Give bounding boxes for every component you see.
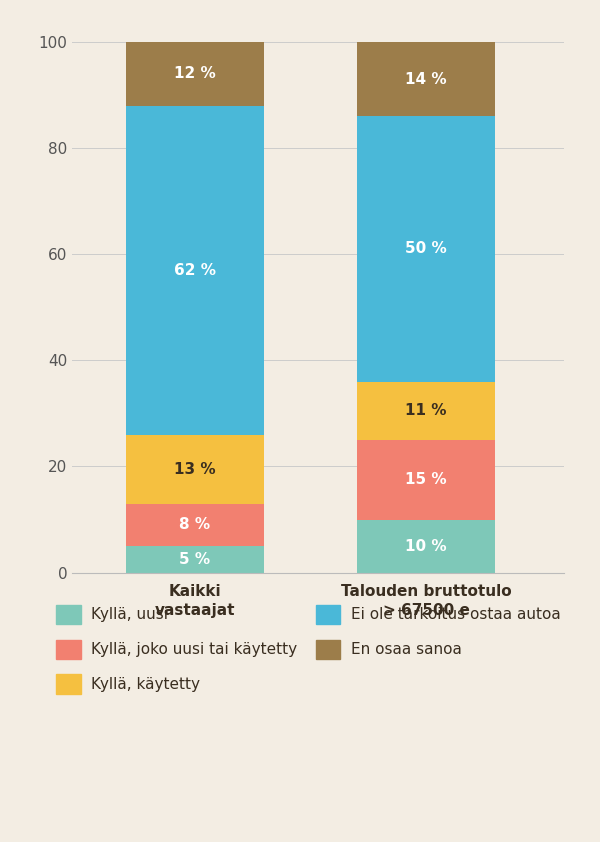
Bar: [358, 440, 495, 520]
Text: 13 %: 13 %: [174, 461, 216, 477]
Bar: [358, 116, 495, 381]
Bar: [126, 434, 264, 504]
Text: 62 %: 62 %: [174, 263, 216, 278]
Text: 14 %: 14 %: [406, 72, 447, 87]
Bar: [126, 42, 264, 106]
Text: 12 %: 12 %: [174, 67, 216, 82]
Legend: Kyllä, uusi, Kyllä, joko uusi tai käytetty, Kyllä, käytetty, Ei ole tarkoitus os: Kyllä, uusi, Kyllä, joko uusi tai käytet…: [49, 597, 568, 701]
Bar: [358, 381, 495, 440]
Text: 8 %: 8 %: [179, 517, 211, 532]
Bar: [358, 520, 495, 573]
Bar: [126, 546, 264, 573]
Text: 50 %: 50 %: [406, 242, 447, 257]
Bar: [126, 504, 264, 546]
Text: 15 %: 15 %: [406, 472, 447, 488]
Text: 11 %: 11 %: [406, 403, 447, 418]
Bar: [358, 42, 495, 116]
Text: 10 %: 10 %: [406, 539, 447, 553]
Bar: [126, 106, 264, 434]
Text: 5 %: 5 %: [179, 552, 211, 567]
